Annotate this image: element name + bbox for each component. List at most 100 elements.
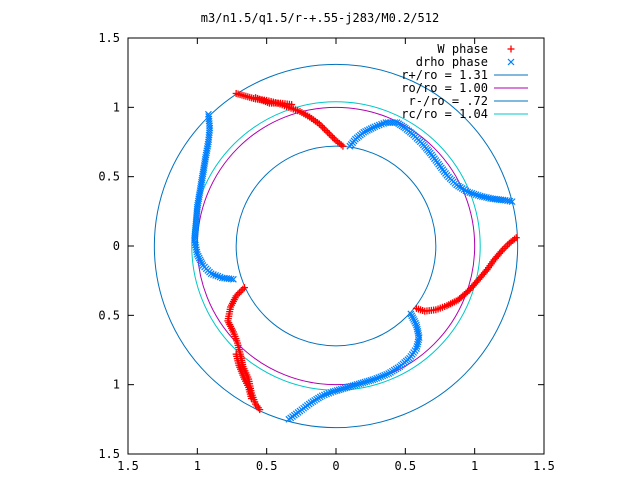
- marker-stroke: [199, 168, 207, 176]
- marker-stroke: [466, 189, 474, 197]
- marker-stroke: [355, 380, 363, 388]
- marker-stroke: [413, 342, 421, 350]
- data-point: [506, 197, 514, 205]
- marker-stroke: [409, 314, 417, 322]
- y-tick-label: 0.5: [98, 170, 120, 184]
- data-point: [331, 387, 339, 395]
- marker-stroke: [337, 385, 345, 393]
- data-point: [375, 374, 383, 381]
- marker-stroke: [205, 136, 213, 144]
- data-point: [329, 133, 337, 141]
- y-tick-label: 0: [113, 239, 120, 253]
- legend-cross-marker: [507, 58, 515, 66]
- marker-stroke: [205, 131, 213, 139]
- marker-stroke: [408, 312, 416, 320]
- data-point: [239, 285, 247, 293]
- marker-stroke: [508, 198, 516, 206]
- data-point: [391, 119, 399, 127]
- data-point: [240, 284, 248, 292]
- marker-stroke: [345, 383, 353, 391]
- y-tick-label: 1.5: [98, 31, 120, 45]
- legend-label: ro/ro = 1.00: [401, 81, 488, 95]
- data-point: [464, 188, 472, 196]
- marker-stroke: [195, 191, 203, 199]
- data-point: [359, 379, 367, 387]
- data-point: [378, 120, 385, 128]
- data-point: [474, 191, 482, 199]
- data-point: [197, 258, 205, 266]
- marker-stroke: [378, 120, 385, 128]
- marker-stroke: [331, 387, 339, 395]
- marker-stroke: [200, 162, 208, 169]
- data-point: [195, 254, 203, 262]
- marker-stroke: [364, 127, 371, 134]
- marker-stroke: [200, 166, 207, 174]
- data-point: [381, 371, 389, 379]
- reference-circles: [153, 63, 519, 429]
- data-point: [343, 384, 351, 391]
- data-point: [193, 250, 201, 258]
- data-point: [353, 381, 361, 388]
- y-tick-label: 0.5: [98, 308, 120, 322]
- marker-stroke: [197, 180, 205, 188]
- data-point: [361, 378, 369, 386]
- data-point: [337, 385, 345, 393]
- marker-stroke: [201, 157, 209, 165]
- marker-stroke: [201, 155, 209, 163]
- marker-stroke: [205, 138, 212, 146]
- data-point: [470, 190, 478, 198]
- marker-stroke: [377, 373, 385, 381]
- data-point: [365, 126, 373, 133]
- data-point: [491, 254, 499, 262]
- data-point: [285, 415, 293, 423]
- data-point: [209, 271, 217, 278]
- data-point: [367, 125, 375, 133]
- x-tick-label: 1: [194, 459, 201, 473]
- marker-stroke: [206, 124, 214, 132]
- data-point: [315, 120, 323, 128]
- marker-stroke: [506, 197, 514, 205]
- marker-stroke: [198, 178, 205, 186]
- data-point: [320, 125, 328, 133]
- marker-stroke: [365, 377, 373, 385]
- data-point: [379, 372, 387, 380]
- data-point: [341, 384, 349, 392]
- data-point: [412, 319, 419, 327]
- marker-stroke: [197, 185, 204, 192]
- y-tick-label: 1: [113, 378, 120, 392]
- data-point: [508, 198, 516, 206]
- data-point: [468, 189, 476, 197]
- marker-stroke: [329, 388, 337, 396]
- marker-stroke: [353, 381, 361, 388]
- data-point: [371, 375, 379, 383]
- data-point: [234, 290, 242, 298]
- marker-stroke: [195, 254, 203, 262]
- marker-stroke: [196, 187, 204, 194]
- marker-stroke: [325, 389, 333, 397]
- marker-stroke: [197, 182, 205, 190]
- marker-stroke: [196, 189, 204, 197]
- marker-stroke: [205, 129, 213, 137]
- data-point: [327, 389, 335, 396]
- data-point: [363, 378, 371, 385]
- marker-stroke: [203, 145, 211, 152]
- data-point: [335, 386, 343, 394]
- data-point: [324, 128, 332, 136]
- data-point: [360, 128, 368, 136]
- marker-stroke: [199, 172, 206, 180]
- legend-plus-marker: [507, 45, 515, 53]
- data-point: [351, 381, 359, 389]
- data-point: [247, 395, 255, 403]
- marker-stroke: [362, 127, 370, 135]
- marker-stroke: [195, 193, 203, 201]
- marker-stroke: [198, 176, 206, 184]
- marker-stroke: [333, 386, 341, 394]
- marker-stroke: [414, 340, 421, 348]
- marker-stroke: [470, 190, 478, 198]
- axes: 1.5 1 0.5 0 0.5 1 1.51.510.500.511.5: [98, 31, 555, 473]
- marker-stroke: [320, 391, 328, 399]
- data-point: [364, 127, 371, 134]
- marker-stroke: [379, 372, 387, 380]
- reference-circle: [153, 63, 519, 429]
- marker-stroke: [339, 385, 347, 393]
